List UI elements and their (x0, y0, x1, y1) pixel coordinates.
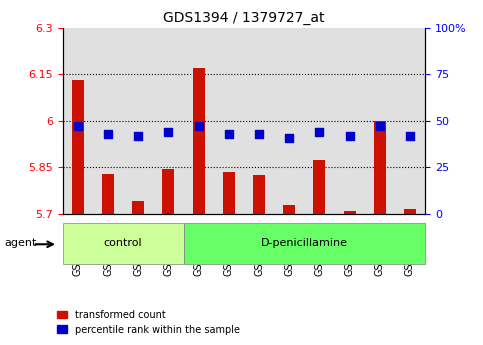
Bar (374, 121, 386, 214)
Bar (93, 28, 123, 214)
Bar (304, 28, 334, 214)
Bar (63, 28, 93, 214)
Text: agent: agent (5, 238, 37, 248)
Bar (395, 28, 425, 214)
Text: control: control (104, 238, 142, 248)
Bar (184, 223, 425, 264)
Point (74, 124, 82, 129)
Point (406, 133, 414, 138)
Bar (213, 28, 244, 214)
Title: GDS1394 / 1379727_at: GDS1394 / 1379727_at (163, 11, 325, 25)
Bar (193, 68, 205, 214)
Bar (244, 28, 274, 214)
Bar (223, 172, 235, 214)
Point (346, 133, 354, 138)
Bar (162, 169, 174, 214)
Bar (343, 211, 355, 214)
Point (315, 129, 323, 135)
Point (376, 124, 384, 129)
Bar (123, 28, 154, 214)
Bar (334, 28, 365, 214)
Bar (154, 28, 184, 214)
Bar (283, 205, 295, 214)
Bar (184, 28, 213, 214)
Point (165, 129, 172, 135)
Point (195, 124, 202, 129)
Point (104, 131, 112, 137)
Point (255, 131, 263, 137)
Point (285, 135, 293, 140)
Legend: transformed count, percentile rank within the sample: transformed count, percentile rank withi… (53, 306, 243, 338)
Bar (313, 160, 326, 214)
Bar (72, 80, 84, 214)
Bar (63, 223, 184, 264)
Point (134, 133, 142, 138)
Bar (274, 28, 304, 214)
Bar (365, 28, 395, 214)
Text: D-penicillamine: D-penicillamine (261, 238, 348, 248)
Bar (132, 201, 144, 214)
Point (225, 131, 233, 137)
Bar (404, 209, 416, 214)
Bar (253, 175, 265, 214)
Bar (102, 174, 114, 214)
